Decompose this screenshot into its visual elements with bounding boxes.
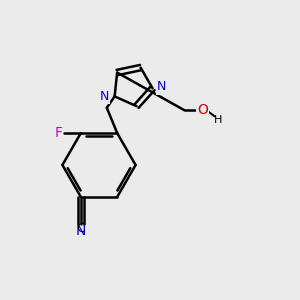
Text: N: N: [157, 80, 167, 93]
Text: O: O: [197, 103, 208, 117]
Text: H: H: [214, 115, 222, 125]
Text: N: N: [76, 224, 86, 238]
Text: C: C: [76, 222, 85, 235]
Text: F: F: [54, 126, 62, 140]
Text: N: N: [100, 90, 109, 103]
